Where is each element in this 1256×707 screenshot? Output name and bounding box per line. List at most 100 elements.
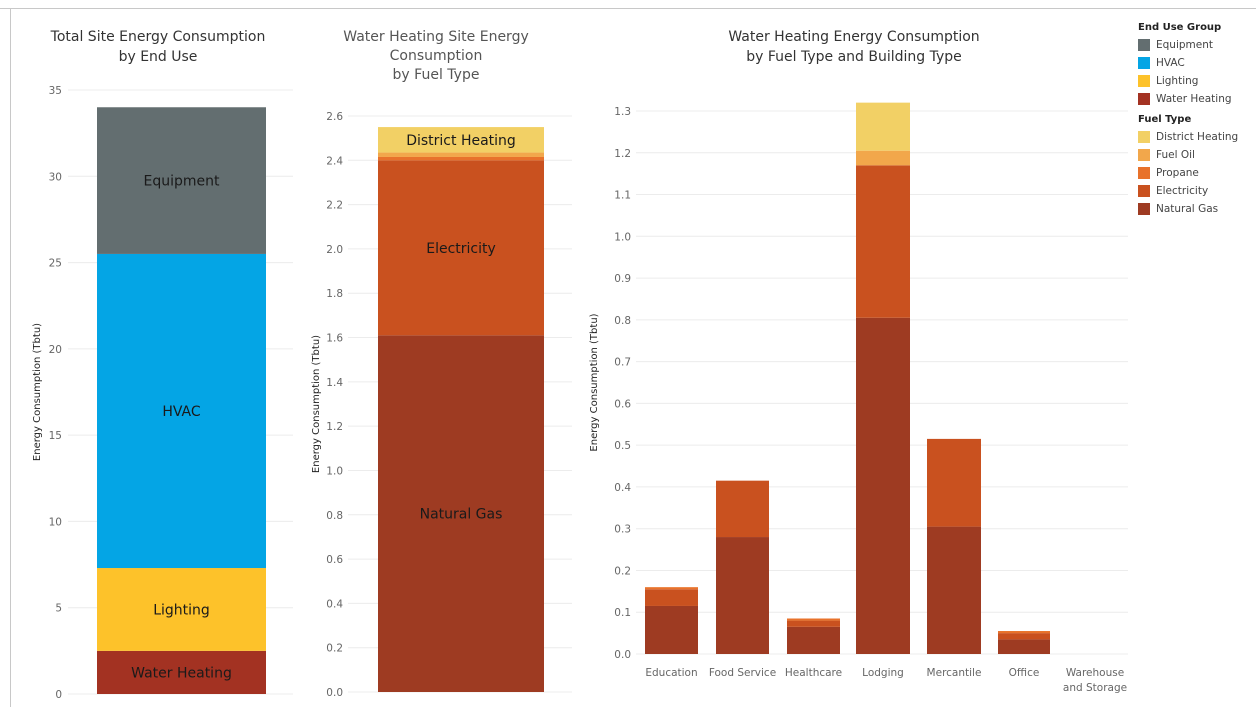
bar-segment [927, 438, 981, 527]
y-tick-label: 5 [55, 603, 62, 615]
legend-label: Electricity [1156, 185, 1209, 197]
y-tick-label: 1.4 [326, 377, 343, 389]
segment-label: Natural Gas [420, 507, 503, 523]
y-tick-label: 0.6 [614, 398, 631, 410]
bar-segment [716, 537, 769, 654]
y-tick-label: 2.4 [326, 155, 343, 167]
legend-end-use: End Use Group Equipment HVAC Lighting Water… [1138, 22, 1256, 108]
bar-segment [856, 165, 910, 318]
legend-fuel-type-item[interactable]: Electricity [1138, 182, 1256, 200]
y-tick-label: 0.4 [614, 482, 631, 494]
legend-label: HVAC [1156, 57, 1185, 69]
y-tick-label: 30 [49, 171, 62, 183]
legend-swatch [1138, 167, 1150, 179]
bar-segment [927, 526, 981, 654]
legend-fuel-type-item[interactable]: Natural Gas [1138, 200, 1256, 218]
y-tick-label: 0.1 [614, 607, 631, 619]
y-tick-label: 0.5 [614, 440, 631, 452]
segment-label: HVAC [162, 404, 201, 420]
legend-label: Propane [1156, 167, 1199, 179]
bar-segment [787, 626, 840, 654]
y-tick-label: 1.0 [326, 465, 343, 477]
bar-segment [787, 618, 840, 621]
y-tick-label: 2.2 [326, 200, 343, 212]
chart-title: Water Heating Energy Consumption [728, 29, 979, 45]
y-tick-label: 1.8 [326, 288, 343, 300]
y-tick-label: 0.7 [614, 357, 631, 369]
y-tick-label: 0.2 [326, 643, 343, 655]
y-tick-label: 0 [55, 689, 62, 701]
bar-segment [856, 150, 910, 166]
y-tick-label: 0.3 [614, 524, 631, 536]
legend-swatch [1138, 75, 1150, 87]
x-tick-label: Healthcare [785, 667, 842, 679]
x-tick-label: and Storage [1063, 682, 1127, 694]
legend-fuel-type-item[interactable]: Fuel Oil [1138, 146, 1256, 164]
legend-end-use-item[interactable]: Water Heating [1138, 90, 1256, 108]
legend-fuel-type-item[interactable]: District Heating [1138, 128, 1256, 146]
legend-swatch [1138, 203, 1150, 215]
bar-segment [97, 568, 266, 651]
legend-swatch [1138, 131, 1150, 143]
chart-2: Water Heating Site Energy Consumption by F… [311, 29, 572, 699]
x-tick-label: Food Service [709, 667, 776, 679]
bar-segment [378, 335, 544, 692]
legend-swatch [1138, 149, 1150, 161]
y-tick-label: 20 [49, 344, 62, 356]
segment-label: Electricity [426, 241, 496, 257]
bar-segment [998, 631, 1050, 634]
chart-3: Water Heating Energy Consumption by Fuel … [589, 29, 1128, 694]
bar-segment [378, 152, 544, 157]
chart-title: Consumption [390, 48, 483, 64]
bar-segment [378, 127, 544, 153]
legend-label: Water Heating [1156, 93, 1232, 105]
y-tick-label: 0.2 [614, 565, 631, 577]
y-tick-label: 35 [49, 85, 62, 97]
bar-segment [645, 605, 698, 654]
legend-label: Fuel Oil [1156, 149, 1195, 161]
y-tick-label: 25 [49, 258, 62, 270]
y-tick-label: 1.3 [614, 106, 631, 118]
y-tick-label: 2.0 [326, 244, 343, 256]
y-axis-label: Energy Consumption (Tbtu) [311, 335, 322, 473]
legend-end-use-item[interactable]: Lighting [1138, 72, 1256, 90]
y-tick-label: 1.6 [326, 333, 343, 345]
y-tick-label: 1.2 [614, 148, 631, 160]
legend-fuel-type-title: Fuel Type [1138, 114, 1192, 125]
bar-segment [787, 620, 840, 627]
chart-title: by Fuel Type and Building Type [746, 49, 962, 65]
legend-fuel-type-item[interactable]: Propane [1138, 164, 1256, 182]
y-axis-label: Energy Consumption (Tbtu) [589, 313, 600, 451]
y-tick-label: 0.0 [614, 649, 631, 661]
legend-end-use-item[interactable]: HVAC [1138, 54, 1256, 72]
bar-segment [97, 650, 266, 694]
x-tick-label: Office [1009, 667, 1040, 679]
legend-swatch [1138, 185, 1150, 197]
bar-segment [645, 587, 698, 590]
legend-swatch [1138, 93, 1150, 105]
bar-segment [97, 253, 266, 569]
segment-label: District Heating [406, 133, 516, 149]
y-tick-label: 0.6 [326, 554, 343, 566]
y-tick-label: 1.2 [326, 421, 343, 433]
legend-panel: End Use Group Equipment HVAC Lighting Water… [1138, 22, 1256, 224]
legend-label: Lighting [1156, 75, 1199, 87]
bar-segment [716, 480, 769, 538]
y-tick-label: 15 [49, 430, 62, 442]
y-tick-label: 0.8 [326, 510, 343, 522]
y-tick-label: 1.0 [614, 231, 631, 243]
bar-segment [998, 633, 1050, 640]
frame-left-border [10, 8, 11, 707]
bar-segment [998, 639, 1050, 654]
legend-swatch [1138, 39, 1150, 51]
chart-1: Total Site Energy Consumption by End Use 0… [32, 29, 293, 701]
legend-label: District Heating [1156, 131, 1239, 143]
y-tick-label: 0.8 [614, 315, 631, 327]
legend-fuel-type: Fuel Type District Heating Fuel Oil Propan… [1138, 114, 1256, 218]
bar-segment [378, 156, 544, 161]
x-tick-label: Warehouse [1066, 667, 1124, 679]
chart-title: by Fuel Type [393, 67, 480, 83]
legend-end-use-item[interactable]: Equipment [1138, 36, 1256, 54]
x-tick-label: Lodging [862, 667, 904, 679]
bar-segment [645, 589, 698, 606]
